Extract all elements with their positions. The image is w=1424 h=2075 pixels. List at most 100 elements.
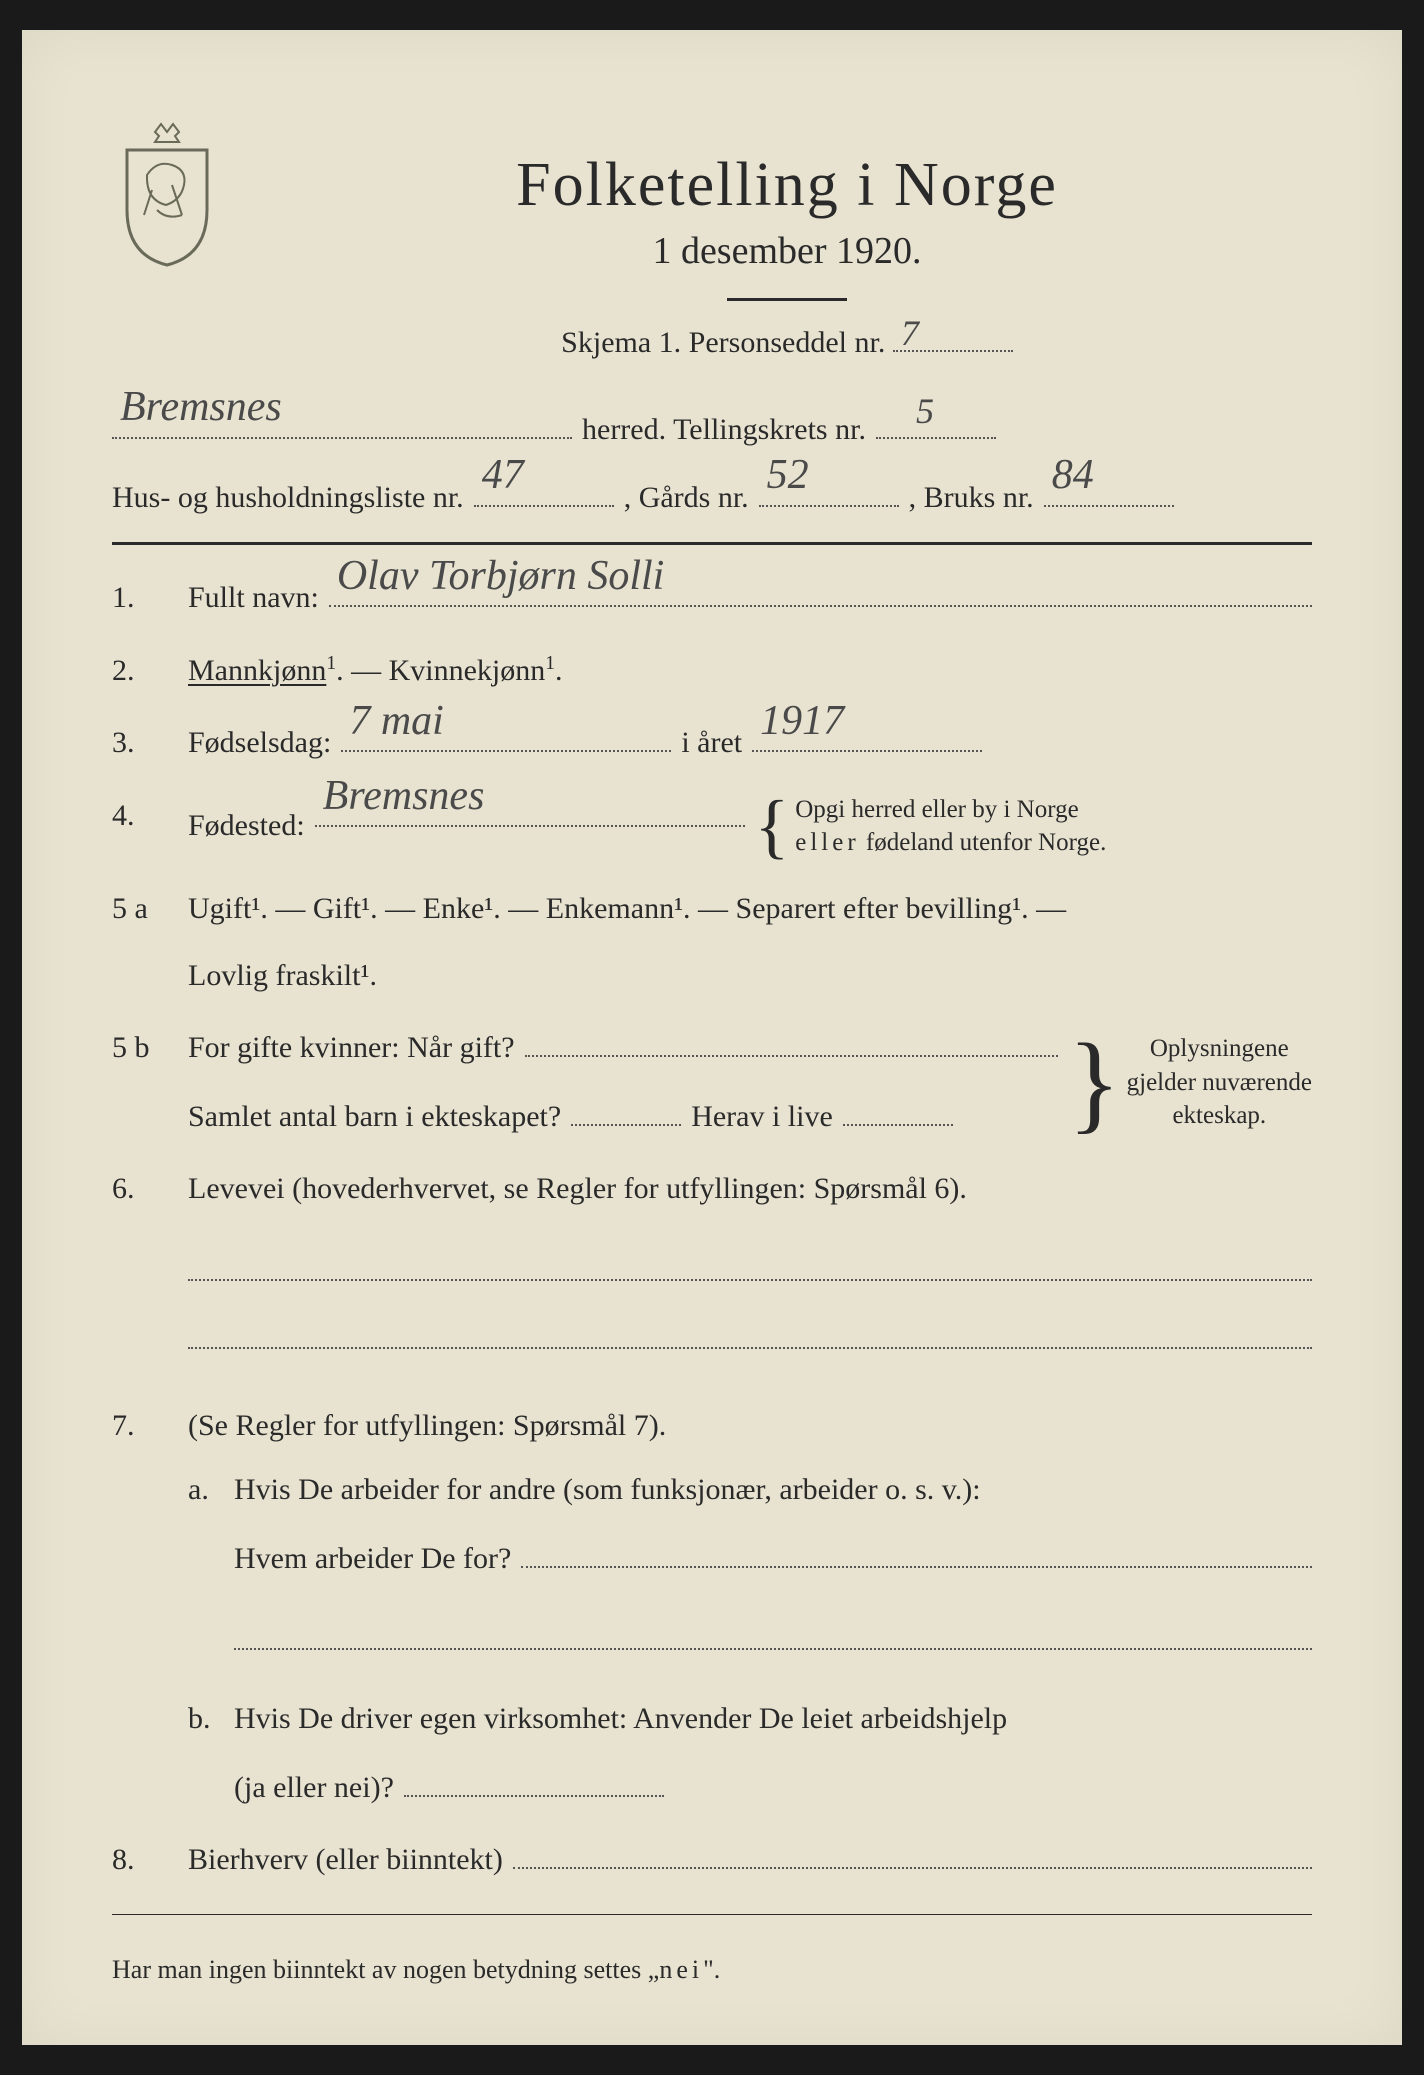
q4: 4. Fødested: Bremsnes { Opgi herred elle…: [112, 793, 1312, 861]
q5b-n2: gjelder nuværende: [1127, 1066, 1312, 1100]
q6: 6. Levevei (hovederhvervet, se Regler fo…: [112, 1166, 1312, 1377]
q7a-let: a.: [188, 1467, 214, 1678]
herred-value: Bremsnes: [120, 374, 282, 441]
fullname-value: Olav Torbjørn Solli: [337, 544, 665, 609]
birthday-value: 7 mai: [349, 689, 444, 754]
q7a-l2: Hvem arbeider De for?: [234, 1536, 511, 1583]
q2-sup2: 1: [545, 653, 555, 674]
q8-num: 8.: [112, 1837, 164, 1884]
employer-field: [521, 1566, 1312, 1568]
q7b-l2: (ja eller nei)?: [234, 1765, 394, 1812]
gards-nr-field: 52: [759, 505, 899, 507]
q3-label1: Fødselsdag:: [188, 720, 331, 767]
children-alive-field: [843, 1124, 953, 1126]
personseddel-nr-value: 7: [901, 312, 919, 354]
q6-blank-2: [188, 1309, 1312, 1349]
q7b: b. Hvis De driver egen virksomhet: Anven…: [188, 1696, 1312, 1811]
title-block: Folketelling i Norge 1 desember 1920. Sk…: [262, 150, 1312, 388]
q7: 7. (Se Regler for utfyllingen: Spørsmål …: [112, 1403, 1312, 1812]
q3-num: 3.: [112, 720, 164, 767]
q4-note-block: { Opgi herred eller by i Norge eller fød…: [755, 793, 1107, 861]
q2-num: 2.: [112, 648, 164, 695]
birthplace-value: Bremsnes: [323, 764, 485, 829]
bierhverv-field: [513, 1867, 1312, 1869]
personseddel-nr-field: 7: [893, 350, 1013, 352]
q5b-n3: ekteskap.: [1127, 1099, 1312, 1133]
q6-blank-1: [188, 1241, 1312, 1281]
herred-label: herred. Tellingskrets nr.: [582, 406, 866, 454]
footer-t3: ".: [703, 1955, 720, 1984]
footer-rule: [112, 1914, 1312, 1915]
q6-num: 6.: [112, 1166, 164, 1377]
bruks-nr-value: 84: [1052, 442, 1094, 509]
q5b-note-block: } Oplysningene gjelder nuværende ekteska…: [1068, 1032, 1312, 1133]
krets-value: 5: [916, 383, 934, 441]
schema-prefix: Skjema 1.: [561, 326, 689, 359]
q2-sup1: 1: [326, 653, 336, 674]
q1-label: Fullt navn:: [188, 575, 319, 622]
q2-dot1: .: [336, 654, 344, 687]
q5b-l1a: For gifte kvinner: Når gift?: [188, 1025, 515, 1072]
q7a-l1: Hvis De arbeider for andre (som funksjon…: [234, 1467, 1312, 1514]
footer-t2: nei: [659, 1955, 703, 1984]
q7-lead: (Se Regler for utfyllingen: Spørsmål 7).: [188, 1403, 1312, 1450]
q5a-num: 5 a: [112, 886, 164, 999]
q2-dot2: .: [555, 654, 563, 687]
q5a: 5 a Ugift¹. — Gift¹. — Enke¹. — Enkemann…: [112, 886, 1312, 999]
coat-svg: [112, 120, 222, 270]
form-title: Folketelling i Norge: [262, 150, 1312, 221]
coat-of-arms-icon: [112, 120, 222, 270]
q8-label: Bierhverv (eller biinntekt): [188, 1837, 503, 1884]
q5b-sidenote: Oplysningene gjelder nuværende ekteskap.: [1127, 1032, 1312, 1133]
q4-num: 4.: [112, 793, 164, 861]
q2: 2. Mannkjønn1. — Kvinnekjønn1.: [112, 648, 1312, 695]
q7-num: 7.: [112, 1403, 164, 1812]
bruks-label: , Bruks nr.: [909, 474, 1034, 522]
q5a-line2: Lovlig fraskilt¹.: [188, 953, 1312, 1000]
schema-line: Skjema 1. Personseddel nr. 7: [262, 326, 1312, 360]
hus-row: Hus- og husholdningsliste nr. 47 , Gårds…: [112, 474, 1312, 522]
gards-label: , Gårds nr.: [624, 474, 749, 522]
fullname-field: Olav Torbjørn Solli: [329, 605, 1312, 607]
q7a: a. Hvis De arbeider for andre (som funks…: [188, 1467, 1312, 1678]
header: Folketelling i Norge 1 desember 1920. Sk…: [112, 150, 1312, 388]
q5a-line1: Ugift¹. — Gift¹. — Enke¹. — Enkemann¹. —…: [188, 886, 1312, 933]
hired-help-field: [404, 1795, 664, 1797]
hus-nr-value: 47: [482, 442, 524, 509]
q5b-l2a: Samlet antal barn i ekteskapet?: [188, 1094, 561, 1141]
q5b: 5 b For gifte kvinner: Når gift? Samlet …: [112, 1025, 1312, 1140]
hus-nr-field: 47: [474, 505, 614, 507]
q7b-let: b.: [188, 1696, 214, 1811]
q3: 3. Fødselsdag: 7 mai i året 1917: [112, 720, 1312, 767]
q5b-n1: Oplysningene: [1127, 1032, 1312, 1066]
q4-eller: eller: [795, 829, 859, 856]
q1-num: 1.: [112, 575, 164, 622]
krets-field: 5: [876, 437, 996, 439]
herred-row: Bremsnes herred. Tellingskrets nr. 5: [112, 406, 1312, 454]
children-total-field: [571, 1124, 681, 1126]
form-subtitle: 1 desember 1920.: [262, 229, 1312, 273]
brace-right-icon: }: [1068, 1055, 1121, 1110]
q4-note-l2-rest: fødeland utenfor Norge.: [866, 829, 1106, 856]
q4-label: Fødested:: [188, 803, 305, 850]
divider-thick: [112, 542, 1312, 545]
census-form-page: Folketelling i Norge 1 desember 1920. Sk…: [22, 30, 1402, 2045]
q2-sep: —: [351, 654, 389, 687]
q3-label2: i året: [681, 720, 742, 767]
q8: 8. Bierhverv (eller biinntekt): [112, 1837, 1312, 1884]
footer-t1: Har man ingen biinntekt av nogen betydni…: [112, 1955, 659, 1984]
brace-icon: {: [755, 808, 790, 844]
title-rule: [727, 298, 847, 301]
q1: 1. Fullt navn: Olav Torbjørn Solli: [112, 575, 1312, 622]
q5b-num: 5 b: [112, 1025, 164, 1140]
question-list: 1. Fullt navn: Olav Torbjørn Solli 2. Ma…: [112, 575, 1312, 1884]
q6-text: Levevei (hovederhvervet, se Regler for u…: [188, 1172, 967, 1205]
q7b-l1: Hvis De driver egen virksomhet: Anvender…: [234, 1696, 1312, 1743]
birthyear-value: 1917: [760, 689, 844, 754]
schema-label: Personseddel nr.: [689, 326, 886, 359]
q4-note-l2: eller fødeland utenfor Norge.: [795, 826, 1106, 860]
q4-sidenote: Opgi herred eller by i Norge eller fødel…: [795, 793, 1106, 861]
q5b-l2b: Herav i live: [691, 1094, 833, 1141]
herred-field: Bremsnes: [112, 437, 572, 439]
q2-female: Kvinnekjønn: [389, 654, 546, 687]
